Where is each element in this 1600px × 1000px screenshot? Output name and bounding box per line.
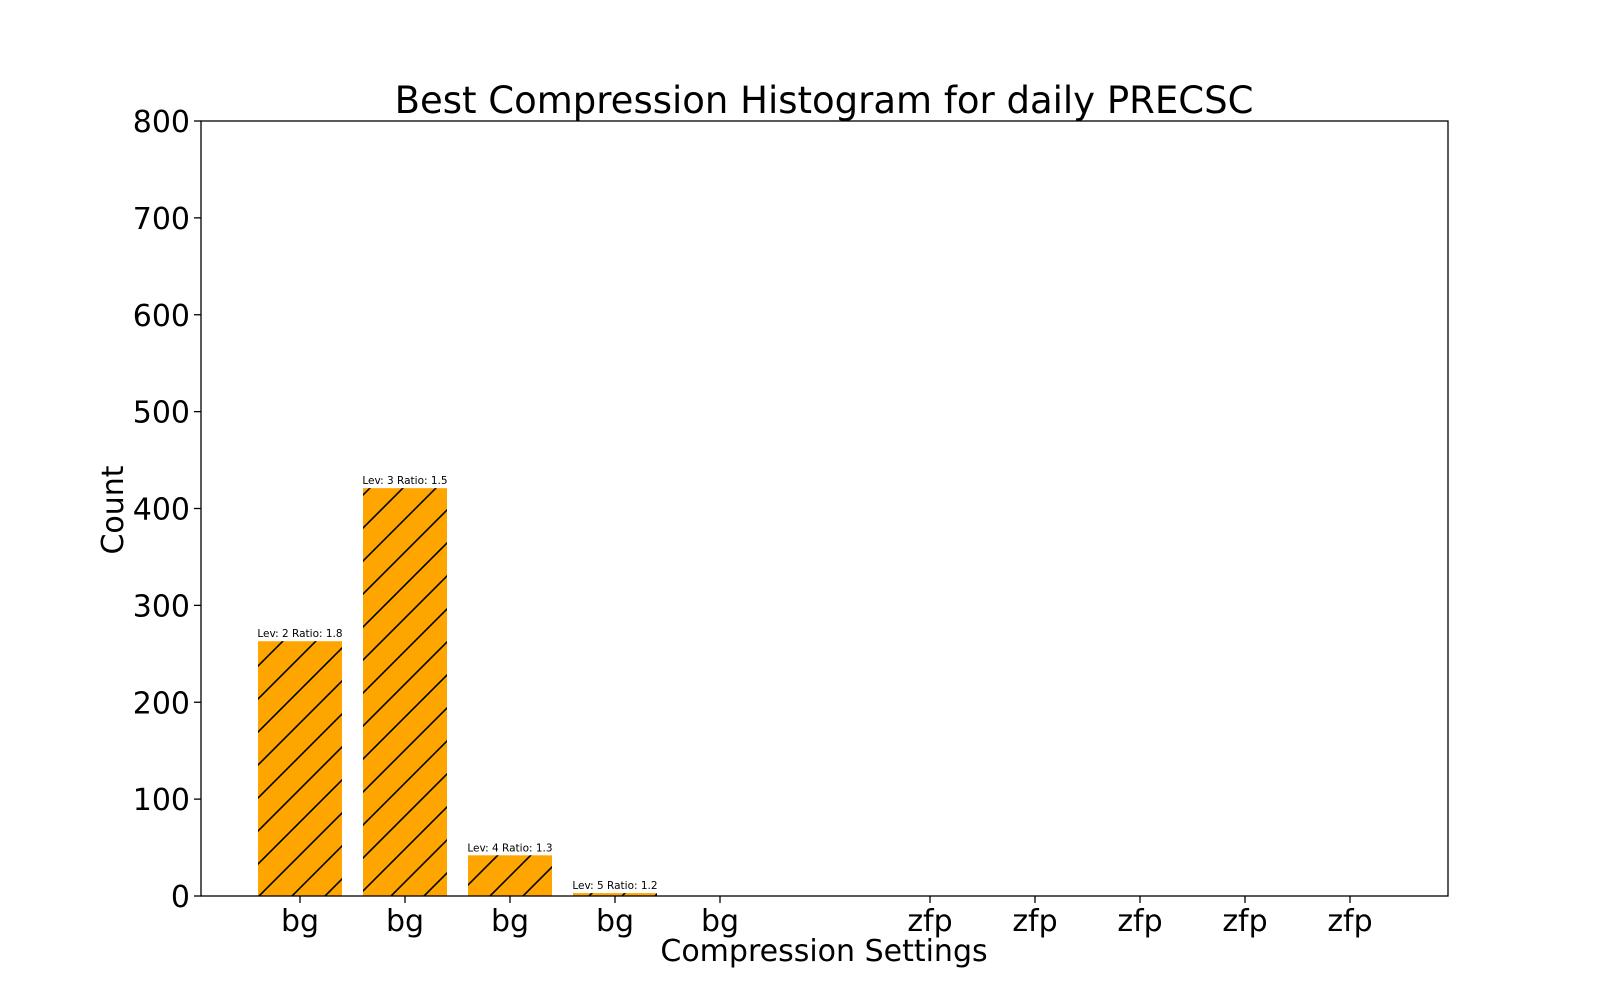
x-tick-label: zfp [1327,904,1372,939]
bar-data-label: Lev: 2 Ratio: 1.8 [257,628,342,640]
y-tick-label: 500 [133,396,190,431]
x-axis-label: Compression Settings [660,934,987,969]
x-tick-label: bg [491,904,529,939]
x-tick-label: zfp [1117,904,1162,939]
bar-hatch [468,855,552,896]
y-axis-label: Count [96,465,131,554]
x-axis-ticks: bg bg bg bg bg zfp zfp zfp zfp zfp [281,896,1373,939]
x-tick-label: zfp [1222,904,1267,939]
bar-data-label: Lev: 3 Ratio: 1.5 [362,475,447,487]
bars-layer: Lev: 2 Ratio: 1.8 Lev: 3 Ratio: 1.5 Lev: 4… [257,475,658,896]
x-tick-label: bg [386,904,424,939]
bar-hatch [573,893,657,896]
y-tick-label: 0 [171,880,190,915]
x-tick-label: bg [281,904,319,939]
y-axis-ticks: 0 100 200 300 400 500 600 700 800 [133,105,201,915]
bar-hatch [258,641,342,896]
y-tick-label: 300 [133,589,190,624]
y-tick-label: 600 [133,299,190,334]
plot-frame [200,120,1449,897]
y-tick-label: 200 [133,686,190,721]
x-tick-label: bg [701,904,739,939]
y-tick-label: 100 [133,783,190,818]
x-tick-label: zfp [907,904,952,939]
x-tick-label: zfp [1012,904,1057,939]
y-tick-label: 800 [133,105,190,140]
y-tick-label: 400 [133,493,190,528]
bar-data-label: Lev: 4 Ratio: 1.3 [467,842,552,854]
x-tick-label: bg [596,904,634,939]
y-tick-label: 700 [133,202,190,237]
bar-data-label: Lev: 5 Ratio: 1.2 [572,880,657,892]
chart-title: Best Compression Histogram for daily PRE… [395,79,1254,122]
bar-hatch [363,488,447,896]
